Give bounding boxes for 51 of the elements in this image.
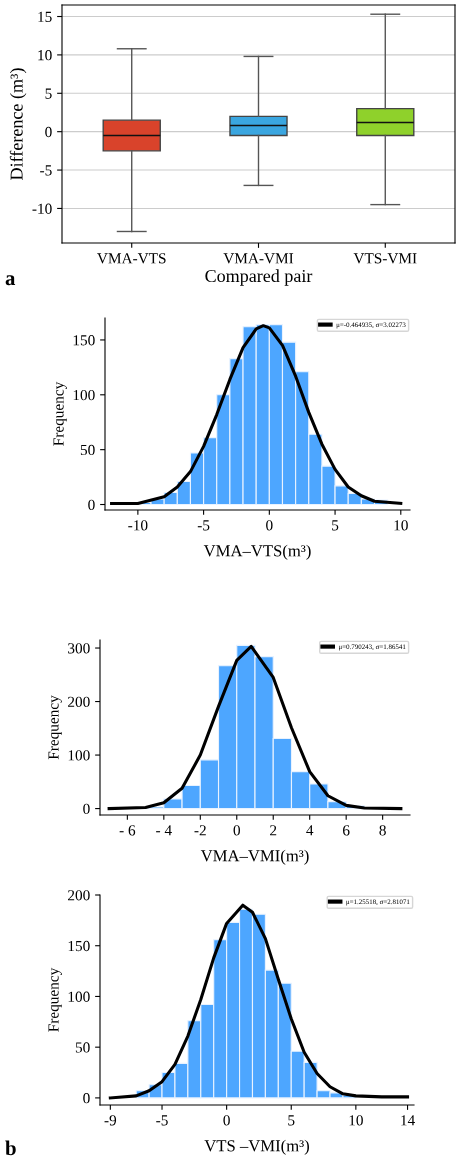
x-tick-label: -9 [104, 1115, 117, 1126]
y-tick-label: 5 [45, 88, 52, 99]
x-axis-title: VMA–VTS(m³) [203, 544, 311, 560]
y-tick-label: 0 [45, 126, 52, 138]
x-tick-label: - 4 [156, 825, 172, 836]
x-axis-title: VTS –VMI(m³) [204, 1139, 309, 1155]
x-tick-label: 6 [343, 825, 350, 836]
y-axis-title: Frequency [53, 381, 67, 446]
y-tick-label: 100 [73, 389, 95, 401]
x-tick-label: 0 [266, 520, 273, 531]
y-tick-label: 50 [80, 444, 95, 456]
x-tick-label: 0 [223, 1115, 230, 1126]
y-tick-label: 300 [68, 643, 90, 654]
y-tick-label: 0 [83, 803, 90, 815]
y-tick-label: 150 [68, 940, 90, 952]
x-tick-label: 2 [270, 825, 277, 836]
x-tick-label: 14 [401, 1115, 415, 1126]
x-tick-label: VMA-VTS [97, 253, 166, 264]
x-tick-label: -2 [194, 825, 206, 836]
x-tick-label: -10 [128, 520, 148, 531]
x-tick-label: 4 [306, 825, 314, 836]
y-tick-label: -10 [32, 203, 52, 214]
text: a [5, 275, 16, 286]
y-tick-label: 50 [75, 1042, 90, 1053]
x-tick-label: 10 [394, 520, 408, 531]
y-tick-label: 200 [68, 696, 90, 707]
x-tick-label: VMA-VMI [223, 253, 294, 264]
x-tick-label: 0 [233, 825, 240, 836]
y-axis-title: Difference (m³) [9, 68, 27, 180]
y-tick-label: 0 [88, 499, 95, 510]
x-axis-title: Compared pair [205, 269, 313, 286]
x-tick-label: - 6 [119, 825, 136, 836]
y-tick-label: 0 [83, 1093, 90, 1104]
x-tick-label: -5 [156, 1115, 168, 1126]
x-tick-label: -5 [197, 520, 210, 531]
text: b [5, 1140, 16, 1156]
x-tick-label: VTS-VMI [353, 253, 417, 264]
y-axis-title: Frequency [48, 695, 62, 760]
y-tick-label: 10 [38, 50, 52, 61]
x-axis-title: VMA–VMI(m³) [200, 849, 309, 865]
y-tick-label: 150 [73, 335, 95, 346]
x-tick-label: 5 [288, 1115, 295, 1126]
x-tick-label: 8 [379, 825, 386, 836]
y-tick-label: 15 [38, 11, 52, 22]
y-tick-label: -5 [40, 165, 52, 176]
x-tick-label: 5 [332, 520, 339, 531]
y-tick-label: 100 [68, 991, 90, 1002]
y-axis-title: Frequency [48, 967, 62, 1032]
x-tick-label: 10 [349, 1115, 363, 1126]
y-tick-label: 100 [68, 750, 90, 761]
y-tick-label: 200 [68, 890, 90, 901]
